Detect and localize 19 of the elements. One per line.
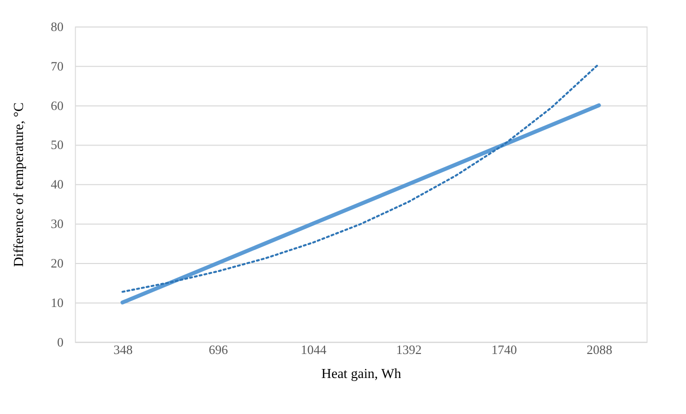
y-tick-label: 0 xyxy=(57,335,64,350)
y-tick-label: 20 xyxy=(50,256,64,270)
x-tick-label: 1044 xyxy=(300,343,327,358)
x-tick-label: 1740 xyxy=(491,343,517,358)
y-tick-label: 10 xyxy=(50,296,64,310)
x-tick-label: 2088 xyxy=(586,343,612,358)
x-tick-label: 348 xyxy=(113,343,133,358)
y-axis-title: Difference of temperature, °C xyxy=(11,102,26,267)
y-tick-label: 50 xyxy=(50,138,64,152)
x-axis-title: Heat gain, Wh xyxy=(321,366,402,381)
x-tick-label: 696 xyxy=(208,343,229,358)
y-tick-label: 70 xyxy=(50,59,64,74)
y-tick-label: 40 xyxy=(50,178,64,192)
y-tick-label: 60 xyxy=(50,98,64,113)
line-series xyxy=(120,103,601,304)
y-tick-label: 80 xyxy=(50,20,64,34)
line-series xyxy=(122,62,600,293)
y-tick-label: 30 xyxy=(50,217,64,232)
x-tick-label: 1392 xyxy=(396,343,422,358)
